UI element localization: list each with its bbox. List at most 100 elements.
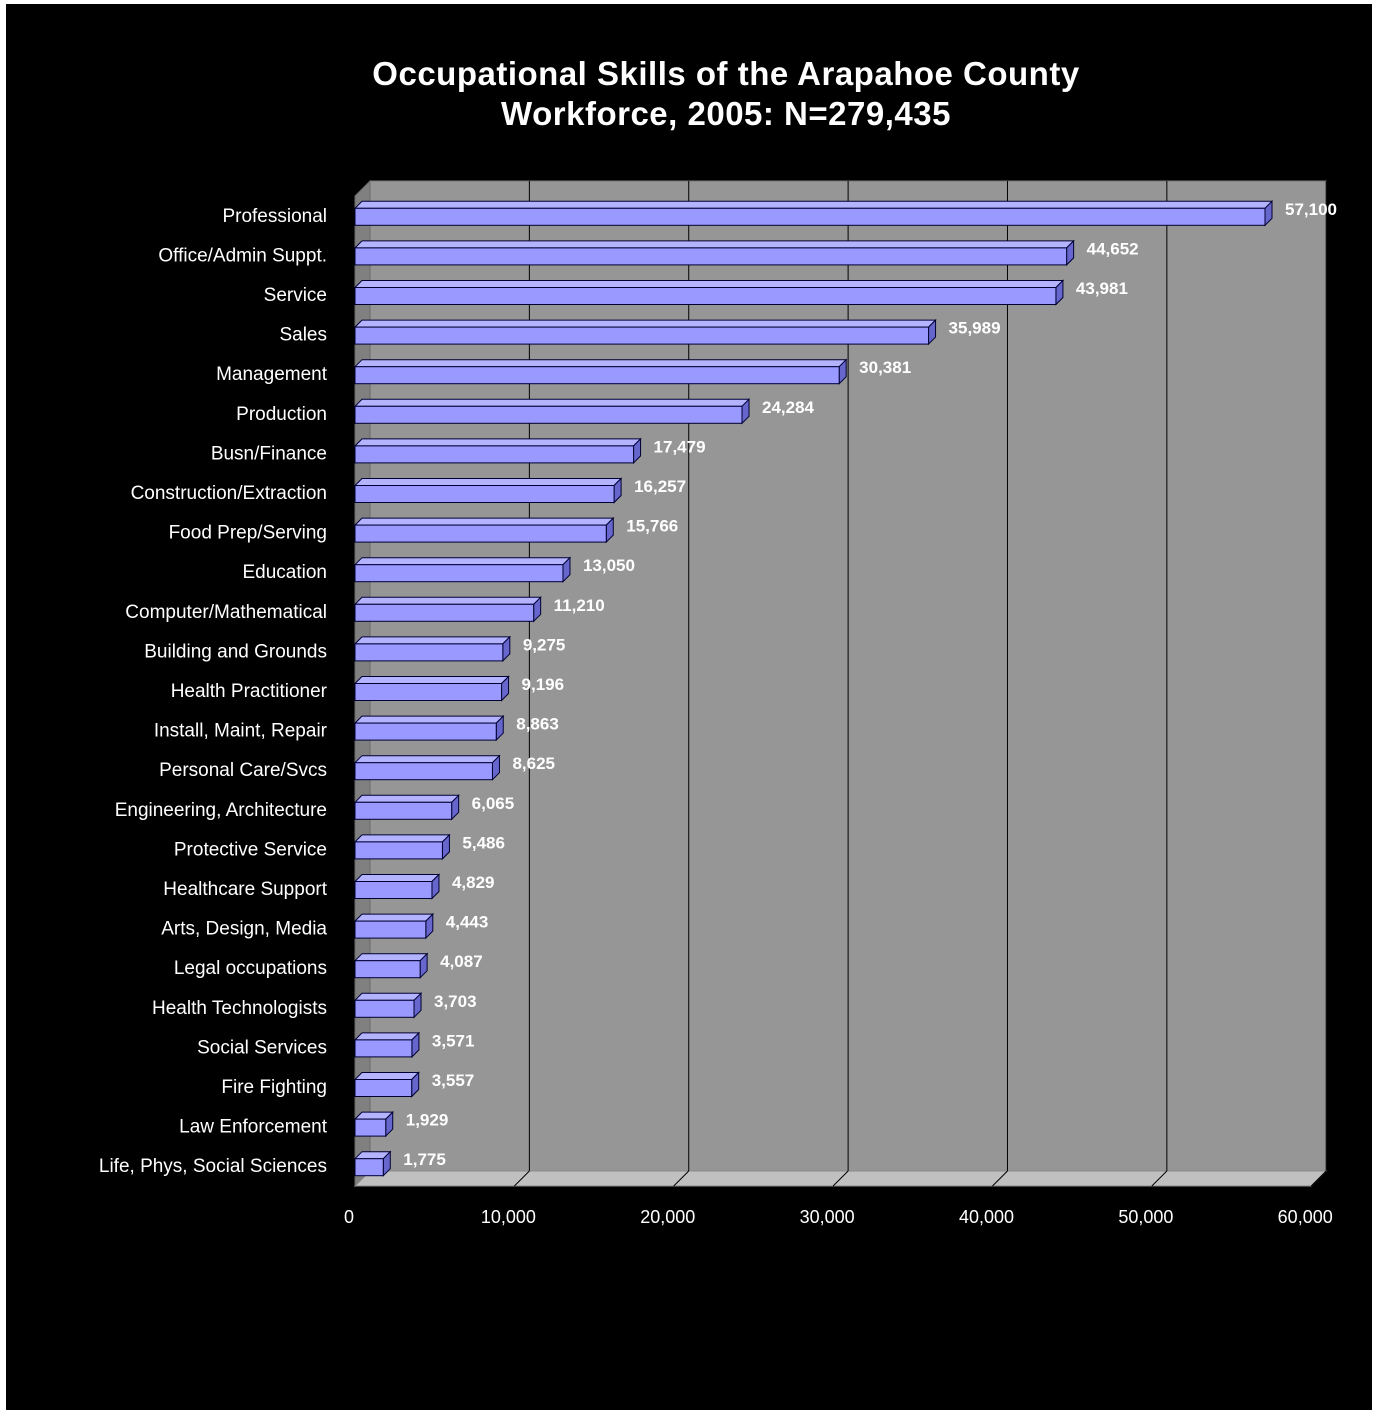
bar-front-face <box>354 841 443 860</box>
bar-top-face <box>353 755 501 764</box>
category-label: Life, Phys, Social Sciences <box>99 1156 327 1177</box>
bar-front-face <box>354 485 615 503</box>
category-label: Social Services <box>197 1037 327 1058</box>
bar-front-face <box>354 1118 387 1137</box>
gridline-floor <box>1310 1170 1327 1187</box>
x-tick-label: 30,000 <box>800 1207 855 1227</box>
bar <box>353 833 451 861</box>
category-label: Professional <box>222 206 327 227</box>
category-label: Law Enforcement <box>179 1117 328 1138</box>
category-label: Education <box>242 562 327 583</box>
bar-front-face <box>354 960 421 979</box>
bar-top-face <box>353 398 751 407</box>
bar <box>353 200 1274 227</box>
category-label: Production <box>236 404 327 425</box>
bar-top-face <box>353 992 423 1001</box>
category-label: Health Practitioner <box>171 681 328 702</box>
bar-top-face <box>353 478 623 486</box>
bar-top-face <box>353 794 460 803</box>
category-label: Healthcare Support <box>163 879 327 900</box>
data-label: 44,652 <box>1087 239 1139 258</box>
data-label: 43,981 <box>1076 279 1128 298</box>
bar <box>353 1110 394 1138</box>
bar-front-face <box>354 287 1057 305</box>
bar <box>353 358 848 385</box>
bar-front-face <box>354 722 497 741</box>
data-label: 3,703 <box>434 992 477 1011</box>
data-label: 9,275 <box>523 635 566 654</box>
bar-front-face <box>354 247 1068 266</box>
category-label: Engineering, Architecture <box>115 800 327 821</box>
bar-top-face <box>353 676 510 684</box>
data-label: 57,100 <box>1285 200 1337 219</box>
category-label: Management <box>216 364 328 385</box>
category-label: Sales <box>279 325 327 346</box>
bar-front-face <box>354 762 493 781</box>
data-label: 17,479 <box>654 437 706 456</box>
bar <box>353 873 441 900</box>
bar-front-face <box>354 564 564 583</box>
category-label: Food Prep/Serving <box>169 523 327 544</box>
bar-top-face <box>353 200 1274 209</box>
bar-top-face <box>353 953 429 962</box>
data-label: 1,929 <box>406 1111 449 1130</box>
data-label: 30,381 <box>859 358 911 377</box>
gridline-floor <box>992 1170 1008 1187</box>
data-label: 8,863 <box>516 715 559 734</box>
gridline-floor <box>832 1170 849 1187</box>
category-labels: Professional Office/Admin Suppt. Service Sa… <box>99 206 328 1177</box>
category-label: Arts, Design, Media <box>161 919 327 940</box>
x-tick-label: 10,000 <box>481 1207 536 1227</box>
x-tick-label: 60,000 <box>1278 1207 1333 1227</box>
bar-front-face <box>354 326 930 345</box>
bar-top-face <box>353 596 542 605</box>
x-axis-ticks: 0 10,000 20,000 30,000 40,000 50,000 60,000 <box>344 1207 1333 1227</box>
chart-title-line-1: Occupational Skills of the Arapahoe Coun… <box>372 55 1080 92</box>
bar-front-face <box>354 1079 413 1097</box>
bar <box>353 754 501 781</box>
data-label: 8,625 <box>512 754 555 773</box>
bar-top-face <box>353 240 1075 249</box>
data-label: 15,766 <box>626 517 678 536</box>
category-label: Service <box>264 285 327 306</box>
bar-front-face <box>354 643 504 662</box>
gridline-floor <box>1151 1170 1168 1187</box>
bar <box>353 279 1065 306</box>
category-label: Install, Maint, Repair <box>154 721 328 742</box>
gridline-floor <box>514 1170 530 1187</box>
category-label: Health Technologists <box>152 998 327 1019</box>
gridlines <box>514 181 1327 1187</box>
chart-title-line-2: Workforce, 2005: N=279,435 <box>501 95 951 132</box>
data-label: 4,443 <box>446 913 489 932</box>
data-label: 3,571 <box>432 1031 475 1050</box>
category-label: Office/Admin Suppt. <box>158 245 327 266</box>
bar <box>353 675 510 702</box>
bar-front-face <box>354 1039 413 1058</box>
data-label: 4,829 <box>452 873 495 892</box>
data-label: 35,989 <box>949 319 1001 338</box>
category-label: Building and Grounds <box>144 641 327 662</box>
bar <box>353 1031 421 1059</box>
category-label: Fire Fighting <box>221 1077 327 1098</box>
data-label: 4,087 <box>440 952 483 971</box>
data-label: 6,065 <box>472 794 515 813</box>
bar-top-face <box>353 636 512 645</box>
bar-top-face <box>353 874 441 882</box>
bar <box>353 477 623 504</box>
bar-top-face <box>353 280 1065 288</box>
bar-top-face <box>353 834 451 843</box>
bar-top-face <box>353 913 435 922</box>
x-tick-label: 0 <box>344 1207 354 1227</box>
bar-front-face <box>354 445 635 464</box>
bar-top-face <box>353 319 937 328</box>
bar-front-face <box>354 405 743 424</box>
chart-title: Occupational Skills of the Arapahoe Coun… <box>6 54 1373 134</box>
category-label: Computer/Mathematical <box>125 602 327 623</box>
bar-front-face <box>354 920 427 939</box>
bar <box>353 714 505 742</box>
data-label: 5,486 <box>462 833 505 852</box>
data-label: 11,210 <box>554 596 605 615</box>
bar-top-face <box>353 715 505 724</box>
